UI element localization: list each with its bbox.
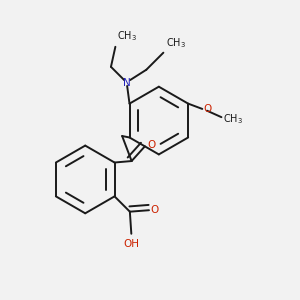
Text: CH$_3$: CH$_3$	[223, 112, 243, 125]
Text: CH$_3$: CH$_3$	[117, 29, 137, 43]
Text: O: O	[204, 104, 212, 114]
Text: N: N	[123, 78, 131, 88]
Text: CH$_3$: CH$_3$	[166, 36, 186, 50]
Text: OH: OH	[123, 239, 139, 249]
Text: O: O	[151, 205, 159, 214]
Text: O: O	[147, 140, 155, 150]
